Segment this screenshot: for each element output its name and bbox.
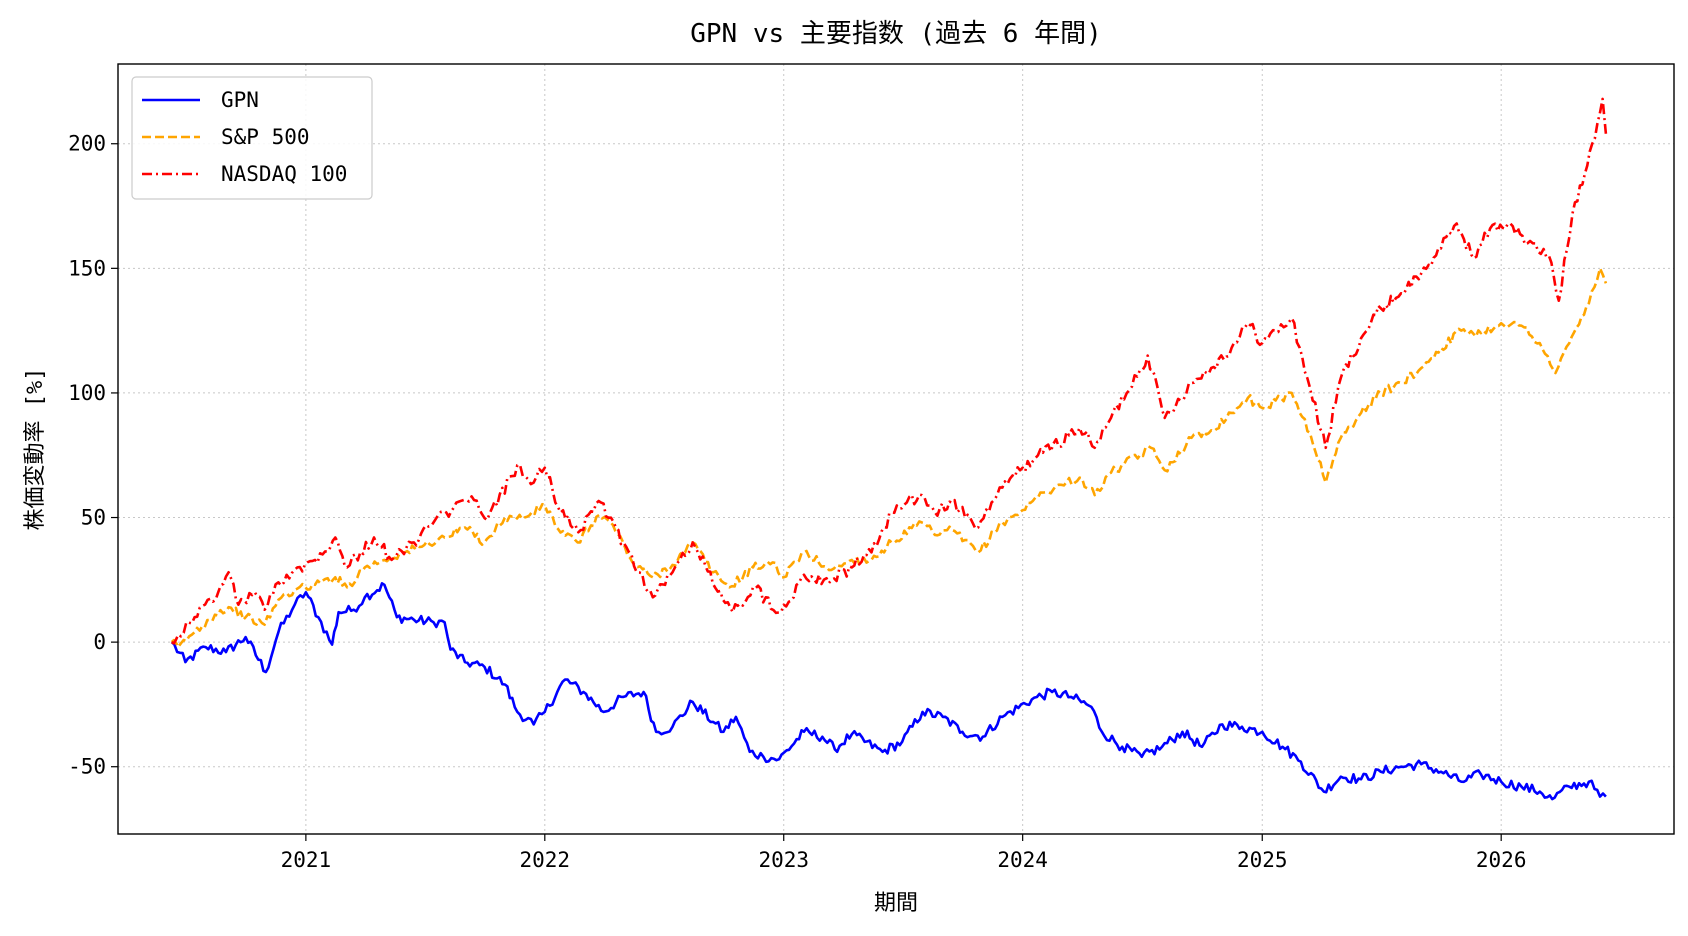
legend-label: GPN	[221, 88, 259, 112]
series-line-1	[170, 267, 1608, 649]
x-tick-label: 2026	[1476, 848, 1527, 872]
y-tick-label: 100	[68, 381, 106, 405]
y-tick-label: 150	[68, 256, 106, 280]
series-line-0	[170, 582, 1607, 801]
plot-frame	[117, 63, 1675, 835]
legend-label: S&P 500	[221, 125, 310, 149]
y-tick-label: 200	[68, 132, 106, 156]
y-tick-label: -50	[68, 755, 106, 779]
legend: GPN S&P 500 NASDAQ 100	[131, 76, 373, 200]
grid-layer	[118, 64, 1674, 834]
x-tick-label: 2023	[758, 848, 809, 872]
chart-title: GPN vs 主要指数 (過去 6 年間)	[690, 19, 1102, 49]
legend-box	[131, 76, 373, 200]
x-tick-label: 2022	[520, 848, 571, 872]
series-line-2	[171, 97, 1608, 645]
x-tick-label: 2021	[281, 848, 332, 872]
y-tick-label: 50	[81, 506, 106, 530]
legend-label: NASDAQ 100	[221, 162, 347, 186]
tick-layer: 2021 2022 2023 2024 2025 2026 -50 0 50 100 150 200	[68, 132, 1526, 872]
y-axis-label: 株価変動率 [%]	[23, 368, 48, 531]
x-tick-label: 2025	[1237, 848, 1288, 872]
x-tick-label: 2024	[997, 848, 1048, 872]
x-axis-label: 期間	[874, 891, 918, 916]
y-tick-label: 0	[93, 630, 106, 654]
series-layer	[170, 97, 1608, 801]
